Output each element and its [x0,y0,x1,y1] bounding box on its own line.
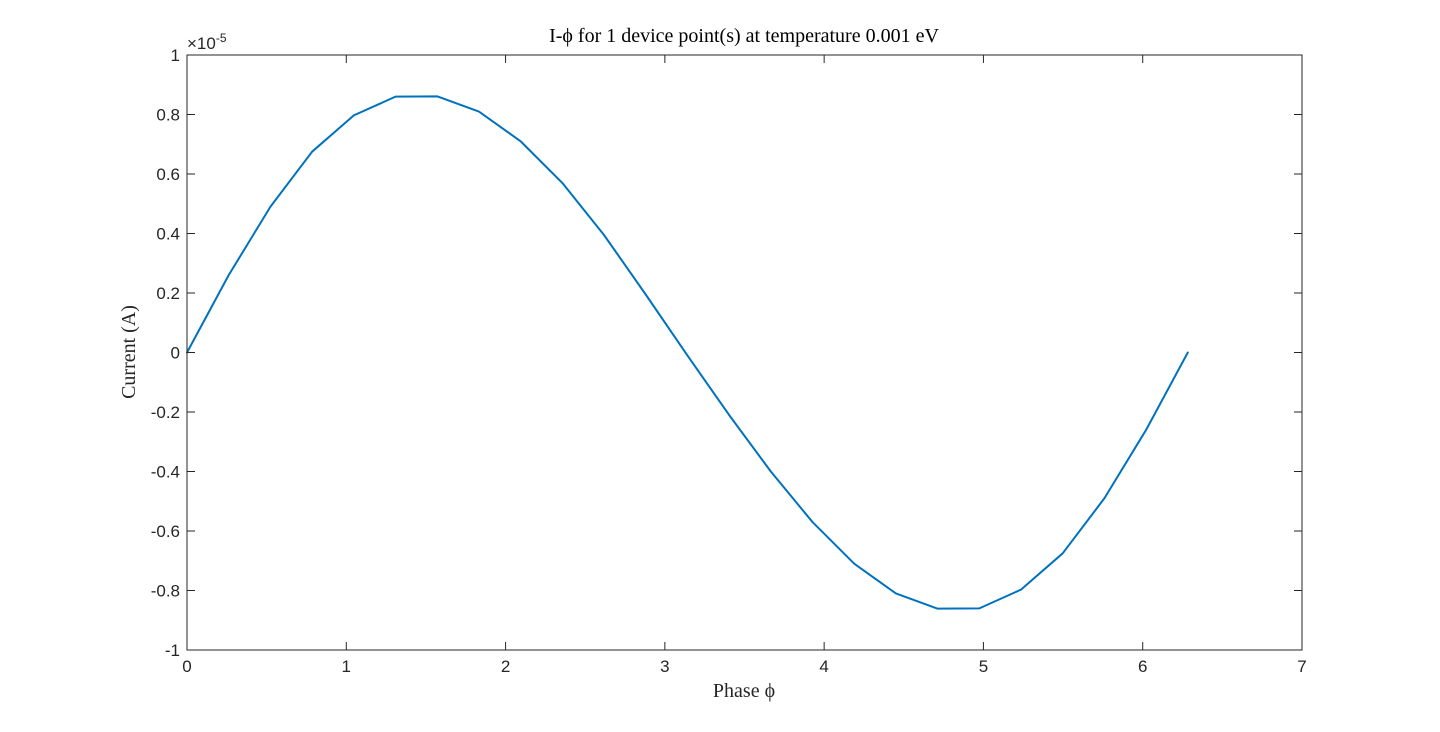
y-tick-label: 0.2 [156,284,180,303]
y-exponent-label: ×10-5 [187,31,227,53]
y-tick-label: 0.6 [156,165,180,184]
y-tick-label: 1 [171,46,180,65]
x-axis-label: Phase ϕ [713,680,775,702]
y-tick-label: -0.8 [151,582,180,601]
y-tick-label: 0 [171,344,180,363]
chart-title: I-ϕ for 1 device point(s) at temperature… [549,25,939,47]
x-tick-label: 1 [342,657,351,676]
x-tick-label: 4 [819,657,828,676]
y-axis-ticks: -1 -0.8 -0.6 -0.4 -0.2 0 0.2 0.4 0.6 0.8 1 [151,46,1302,660]
y-tick-label: 0.4 [156,225,180,244]
y-exponent-base: ×10 [187,34,216,53]
series-line-0 [186,95,1189,610]
y-tick-label: -0.6 [151,522,180,541]
x-tick-label: 5 [979,657,988,676]
x-tick-label: 7 [1297,657,1306,676]
y-axis-label: Current (A) [118,305,140,399]
y-tick-label: -0.2 [151,403,180,422]
x-tick-label: 2 [501,657,510,676]
x-tick-label: 3 [660,657,669,676]
y-tick-label: -0.4 [151,463,180,482]
x-axis-ticks: 0 1 2 3 4 5 6 7 [182,55,1307,676]
series-layer [186,95,1189,610]
y-tick-label: 0.8 [156,106,180,125]
y-tick-label: -1 [165,641,180,660]
plot-area [187,55,1302,650]
x-tick-label: 0 [182,657,191,676]
x-tick-label: 6 [1138,657,1147,676]
y-exponent-power: -5 [216,31,227,45]
